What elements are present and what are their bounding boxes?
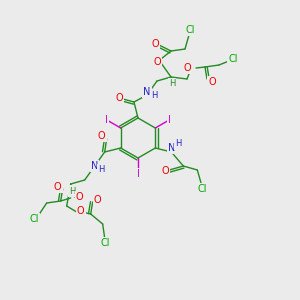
Text: O: O bbox=[153, 57, 161, 67]
Text: N: N bbox=[168, 143, 175, 153]
Text: O: O bbox=[161, 166, 169, 176]
Text: O: O bbox=[98, 131, 106, 141]
Text: H: H bbox=[98, 166, 105, 175]
Text: H: H bbox=[169, 80, 175, 88]
Text: O: O bbox=[208, 77, 216, 87]
Text: Cl: Cl bbox=[30, 214, 39, 224]
Text: I: I bbox=[136, 169, 140, 179]
Text: H: H bbox=[175, 140, 182, 148]
Text: O: O bbox=[94, 195, 101, 205]
Text: Cl: Cl bbox=[228, 54, 238, 64]
Text: O: O bbox=[54, 182, 62, 192]
Text: I: I bbox=[105, 115, 108, 125]
Text: Cl: Cl bbox=[101, 238, 110, 248]
Text: O: O bbox=[115, 93, 123, 103]
Text: O: O bbox=[77, 206, 85, 216]
Text: H: H bbox=[151, 92, 157, 100]
Text: Cl: Cl bbox=[198, 184, 207, 194]
Text: O: O bbox=[76, 192, 83, 202]
Text: N: N bbox=[143, 87, 151, 97]
Text: H: H bbox=[70, 187, 76, 196]
Text: O: O bbox=[151, 39, 159, 49]
Text: Cl: Cl bbox=[185, 25, 195, 35]
Text: N: N bbox=[91, 161, 98, 171]
Text: O: O bbox=[183, 63, 191, 73]
Text: I: I bbox=[168, 115, 171, 125]
